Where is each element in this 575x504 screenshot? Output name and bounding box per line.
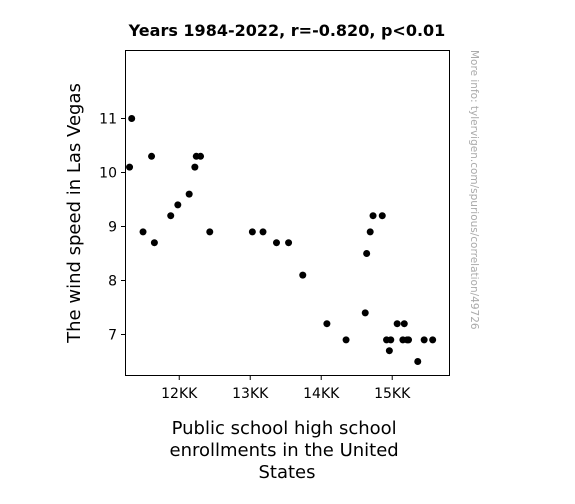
- chart-title: Years 1984-2022, r=-0.820, p<0.01: [128, 21, 446, 40]
- x-tick-label: 13KK: [232, 386, 269, 402]
- x-axis-label-line-3: States: [258, 462, 315, 483]
- data-points: [126, 115, 437, 365]
- data-point: [400, 320, 408, 328]
- y-tick-label: 8: [108, 274, 117, 290]
- data-point: [378, 212, 386, 220]
- x-tick-label: 15KK: [374, 386, 411, 402]
- data-point: [148, 152, 156, 160]
- data-point: [361, 309, 369, 317]
- y-axis-ticks: 7 8 9 10 11: [99, 112, 126, 344]
- data-point: [126, 163, 134, 171]
- data-point: [167, 212, 175, 220]
- data-point: [128, 115, 136, 122]
- data-point: [369, 212, 377, 220]
- y-tick-label: 10: [99, 166, 117, 182]
- x-axis-label: Public school high school enrollments in…: [170, 418, 405, 483]
- plot-area-frame: [125, 50, 450, 376]
- data-point: [248, 228, 256, 236]
- data-point: [366, 228, 374, 236]
- y-tick-label: 7: [108, 328, 117, 344]
- x-tick-label: 14KK: [303, 386, 340, 402]
- data-point: [429, 336, 437, 344]
- x-tick-label: 12KK: [161, 386, 198, 402]
- data-point: [385, 347, 393, 355]
- data-point: [323, 320, 331, 328]
- data-point: [405, 336, 413, 344]
- x-axis-label-line-1: Public school high school: [172, 418, 397, 439]
- data-point: [299, 271, 307, 279]
- y-tick-label: 11: [99, 112, 117, 128]
- data-point: [363, 250, 371, 257]
- data-point: [191, 163, 199, 171]
- data-point: [420, 336, 428, 344]
- data-point: [414, 358, 422, 365]
- data-point: [197, 152, 205, 160]
- data-point: [139, 228, 147, 236]
- data-point: [150, 239, 158, 247]
- data-point: [342, 336, 350, 344]
- x-axis-label-line-2: enrollments in the United: [170, 440, 399, 461]
- data-point: [285, 239, 293, 247]
- y-axis-label: The wind speed in Las Vegas: [64, 83, 85, 344]
- data-point: [174, 201, 182, 209]
- data-point: [272, 239, 280, 247]
- data-point: [206, 228, 214, 236]
- y-tick-label: 9: [108, 220, 117, 236]
- data-point: [259, 228, 267, 236]
- data-point: [185, 190, 193, 198]
- source-watermark: More info: tylervigen.com/spurious/corre…: [468, 50, 480, 330]
- data-point: [393, 320, 401, 328]
- data-point: [387, 336, 395, 344]
- x-axis-ticks: 12KK 13KK 14KK 15KK: [161, 375, 411, 402]
